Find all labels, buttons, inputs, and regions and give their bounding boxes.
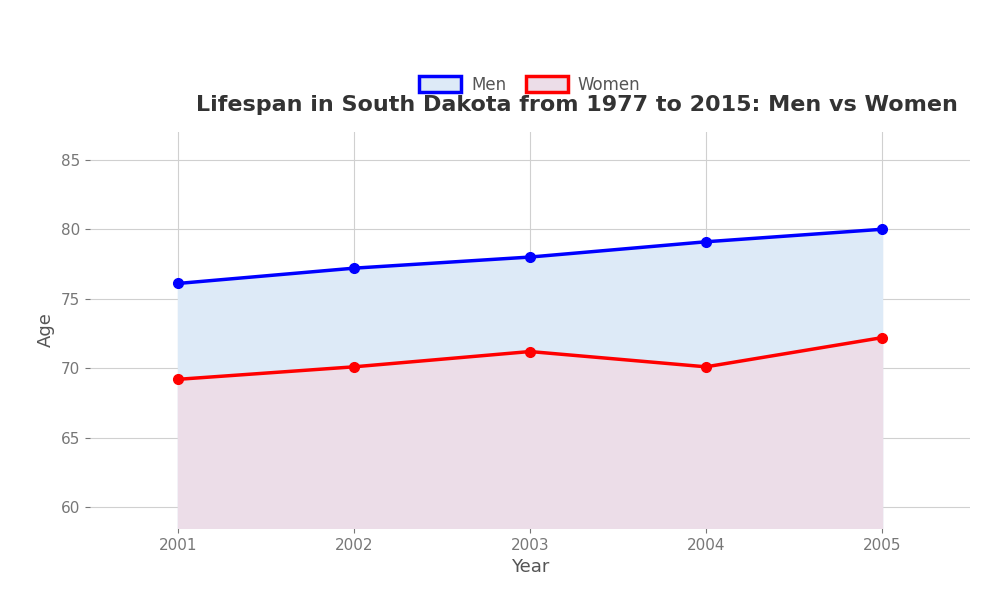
- Text: Lifespan in South Dakota from 1977 to 2015: Men vs Women: Lifespan in South Dakota from 1977 to 20…: [196, 95, 957, 115]
- X-axis label: Year: Year: [511, 558, 549, 576]
- Y-axis label: Age: Age: [37, 313, 55, 347]
- Legend: Men, Women: Men, Women: [413, 69, 647, 100]
